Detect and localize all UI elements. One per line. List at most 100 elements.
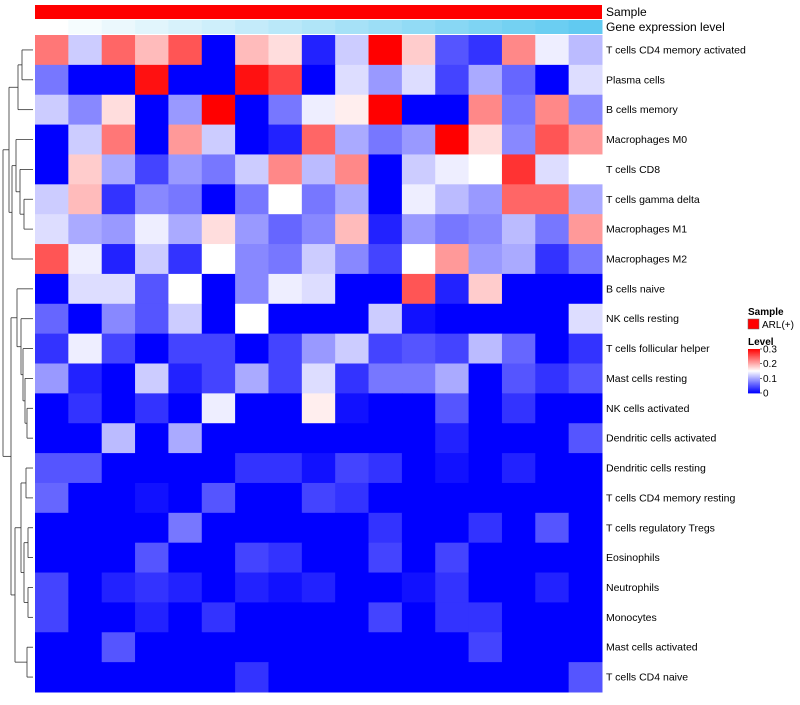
heatmap-cell bbox=[368, 273, 403, 305]
heatmap-cell bbox=[435, 333, 470, 364]
heatmap-cell bbox=[235, 214, 269, 245]
heatmap-cell bbox=[201, 94, 236, 126]
heatmap-cell bbox=[335, 94, 370, 126]
heatmap-cell bbox=[335, 602, 370, 633]
heatmap-cell bbox=[35, 453, 69, 484]
heatmap-cell bbox=[335, 64, 370, 96]
heatmap-cell bbox=[201, 542, 236, 574]
gene-expression-cell bbox=[235, 20, 269, 34]
heatmap-cell bbox=[535, 482, 570, 514]
heatmap-cell bbox=[35, 333, 69, 364]
heatmap-cell bbox=[468, 273, 503, 305]
heatmap-cell bbox=[535, 512, 570, 544]
heatmap-cell bbox=[535, 94, 570, 126]
heatmap-cell bbox=[135, 423, 169, 454]
heatmap-cell bbox=[135, 214, 169, 245]
heatmap-cells bbox=[35, 35, 603, 693]
gene-expression-cell bbox=[435, 20, 470, 34]
heatmap-cell bbox=[501, 512, 536, 544]
legend-gradient-step bbox=[748, 353, 760, 355]
heatmap-cell bbox=[35, 273, 69, 305]
heatmap-cell bbox=[501, 572, 536, 603]
heatmap-cell bbox=[101, 572, 136, 603]
heatmap-cell bbox=[68, 572, 103, 603]
legend-gradient-step bbox=[748, 383, 760, 385]
heatmap-cell bbox=[268, 244, 303, 275]
legend-tick-label: 0.1 bbox=[763, 374, 777, 385]
heatmap-cell bbox=[501, 124, 536, 155]
heatmap-cell bbox=[368, 94, 403, 126]
legend-level-ticks: 0.3 0.2 0.1 0 bbox=[760, 345, 777, 400]
annotation-label-gene-expression: Gene expression level bbox=[606, 20, 725, 34]
row-label: Eosinophils bbox=[606, 552, 660, 564]
heatmap-cell bbox=[568, 482, 603, 514]
row-label: T cells CD8 bbox=[606, 164, 660, 176]
legend-gradient-step bbox=[748, 374, 760, 376]
heatmap-cell bbox=[401, 154, 436, 185]
legend-gradient-step bbox=[748, 385, 760, 387]
legend-gradient-step bbox=[748, 372, 760, 374]
heatmap-cell bbox=[435, 572, 470, 603]
heatmap-cell bbox=[368, 35, 403, 66]
heatmap-cell bbox=[368, 602, 403, 633]
gene-expression-cell bbox=[301, 20, 336, 34]
gene-expression-cell bbox=[201, 20, 236, 34]
gene-expression-cell bbox=[35, 20, 69, 34]
legend-sample-entry: ARL(+) bbox=[762, 320, 794, 331]
heatmap-cell bbox=[101, 482, 136, 514]
legend-tick-label: 0.3 bbox=[763, 345, 777, 356]
heatmap-cell bbox=[401, 423, 436, 454]
heatmap-cell bbox=[301, 572, 336, 603]
heatmap-cell bbox=[535, 64, 570, 96]
heatmap-cell bbox=[135, 662, 169, 693]
row-label: B cells memory bbox=[606, 104, 679, 116]
heatmap-cell bbox=[301, 393, 336, 424]
row-label: Dendritic cells resting bbox=[606, 463, 706, 475]
heatmap-cell bbox=[501, 154, 536, 185]
heatmap-cell bbox=[535, 393, 570, 424]
heatmap-cell bbox=[268, 453, 303, 484]
row-label: Macrophages M1 bbox=[606, 224, 687, 236]
heatmap-cell bbox=[468, 423, 503, 454]
heatmap-cell bbox=[535, 333, 570, 364]
heatmap-cell bbox=[235, 632, 269, 663]
heatmap-cell bbox=[401, 273, 436, 305]
heatmap-cell bbox=[335, 333, 370, 364]
heatmap-cell bbox=[68, 662, 103, 693]
heatmap-cell bbox=[568, 393, 603, 424]
heatmap-cell bbox=[501, 363, 536, 394]
heatmap-cell bbox=[368, 393, 403, 424]
heatmap-cell bbox=[335, 35, 370, 66]
heatmap-cell bbox=[235, 64, 269, 96]
legend-level-colorbar bbox=[748, 349, 760, 394]
heatmap-cell bbox=[301, 482, 336, 514]
heatmap-cell bbox=[435, 124, 470, 155]
heatmap-cell bbox=[135, 333, 169, 364]
heatmap-cell bbox=[235, 512, 269, 544]
heatmap-cell bbox=[568, 333, 603, 364]
heatmap-cell bbox=[268, 542, 303, 574]
heatmap-cell bbox=[168, 184, 203, 215]
heatmap-cell bbox=[401, 303, 436, 335]
heatmap-cell bbox=[468, 363, 503, 394]
legend-gradient-step bbox=[748, 371, 760, 373]
heatmap-cell bbox=[301, 512, 336, 544]
legend-gradient-step bbox=[748, 369, 760, 372]
heatmap-cell bbox=[135, 602, 169, 633]
gene-expression-cell bbox=[101, 20, 136, 34]
heatmap-cell bbox=[335, 244, 370, 275]
heatmap-cell bbox=[435, 303, 470, 335]
heatmap-cell bbox=[568, 35, 603, 66]
heatmap-cell bbox=[168, 303, 203, 335]
heatmap-cell bbox=[168, 572, 203, 603]
heatmap-cell bbox=[401, 542, 436, 574]
heatmap-cell bbox=[101, 333, 136, 364]
legend: Sample ARL(+) Level 0.3 0.2 0.1 0 bbox=[747, 307, 794, 400]
heatmap-cell bbox=[168, 453, 203, 484]
legend-gradient-step bbox=[748, 364, 760, 366]
heatmap-cell bbox=[35, 423, 69, 454]
legend-gradient-step bbox=[748, 349, 760, 351]
heatmap-cell bbox=[301, 64, 336, 96]
heatmap-cell bbox=[268, 363, 303, 394]
